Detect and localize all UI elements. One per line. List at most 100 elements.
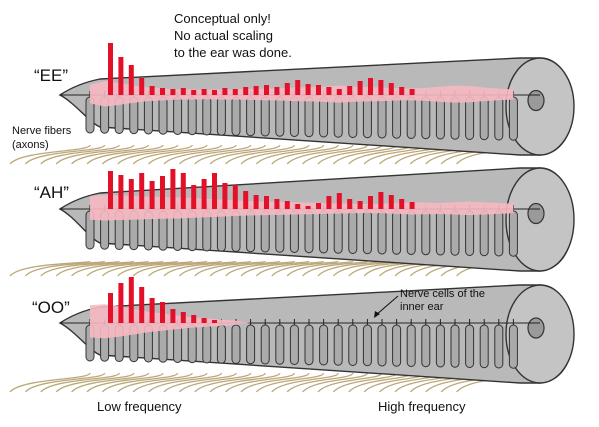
nerve-fibers-label: Nerve fibers (axons): [12, 125, 72, 151]
nerve-fiber: [240, 260, 310, 277]
nerve-fiber: [302, 372, 369, 393]
nerve-fiber: [24, 372, 106, 393]
nerve-cell: [465, 324, 475, 368]
nerve-fiber: [101, 260, 179, 277]
spectrum-bar: [336, 193, 342, 209]
round-window: [527, 202, 545, 225]
nerve-fiber: [86, 144, 164, 165]
spectrum-bar: [108, 293, 113, 323]
spectrum-bar: [253, 195, 259, 209]
nerve-cell: [289, 96, 299, 137]
spectrum-bar: [305, 206, 311, 209]
spectrum-bar: [284, 83, 290, 95]
nerve-fibers-ee: [9, 144, 515, 165]
nerve-cell: [319, 96, 329, 138]
panel-ee: [9, 43, 575, 165]
spectrum-bar: [118, 175, 124, 209]
nerve-cell: [479, 96, 489, 141]
spectrum-bar: [357, 81, 363, 95]
spectrum-bar: [180, 173, 186, 209]
nerve-cells-line-1: Nerve cells of the: [400, 288, 485, 300]
nerve-cell: [173, 96, 183, 135]
nerve-fiber: [86, 260, 164, 277]
nerve-cell: [216, 324, 226, 364]
nerve-cell: [216, 210, 226, 252]
nerve-cell: [275, 324, 285, 365]
caption-line-2: No actual scaling: [174, 28, 273, 43]
spectrum-bar: [160, 302, 165, 323]
spectrum-bar: [118, 57, 124, 95]
spectrum-bar: [295, 80, 301, 95]
spectrum-bar: [160, 176, 165, 209]
spectrum-bar: [274, 199, 280, 209]
nerve-cell: [289, 324, 299, 365]
nerve-fiber: [132, 144, 208, 165]
nerve-fiber: [225, 144, 296, 165]
nerve-cell: [435, 210, 445, 256]
spectrum-bar: [316, 85, 321, 95]
nerve-cell: [508, 210, 518, 257]
nerve-cell: [450, 324, 460, 368]
nerve-fiber: [225, 260, 296, 277]
nerve-cell: [143, 96, 153, 135]
nerve-fibers-line-1: Nerve fibers: [12, 125, 72, 137]
nerve-cell: [392, 210, 402, 255]
nerve-fiber: [286, 372, 354, 393]
spectrum-bar: [326, 87, 332, 95]
vowel-label-ah: “AH”: [34, 183, 69, 202]
nerve-fiber: [9, 372, 91, 393]
spectrum-bar: [232, 185, 238, 209]
nerve-fiber: [225, 372, 296, 393]
nerve-cell: [231, 210, 241, 252]
nerve-fiber: [148, 144, 223, 165]
nerve-fiber: [271, 372, 339, 393]
caption-line-1: Conceptual only!: [174, 11, 271, 26]
nerve-fiber: [117, 372, 193, 393]
nerve-fibers-line-2: (axons): [12, 139, 49, 151]
nerve-fiber: [163, 260, 237, 277]
nerve-cell: [392, 324, 402, 367]
spectrum-bar: [108, 43, 113, 95]
nerve-cell: [158, 96, 168, 135]
spectrum-bar: [212, 320, 217, 323]
nerve-cell: [289, 210, 299, 253]
nerve-cell: [494, 210, 504, 257]
nerve-cell: [260, 210, 270, 253]
nerve-fiber: [302, 260, 369, 277]
nerve-fiber: [101, 372, 179, 393]
spectrum-bar: [160, 88, 165, 95]
spectrum-bar: [336, 89, 342, 95]
nerve-cell: [304, 324, 314, 366]
nerve-fiber: [209, 260, 281, 277]
nerve-fiber: [240, 372, 310, 393]
nerve-cell: [377, 96, 387, 139]
nerve-cell: [231, 96, 241, 136]
nerve-fiber: [132, 372, 208, 393]
nerve-fiber: [40, 372, 120, 393]
nerve-cells-oo: [85, 319, 518, 369]
nerve-cell: [202, 96, 212, 136]
nerve-cell: [348, 210, 358, 254]
spectrum-bar: [326, 196, 332, 209]
nerve-cell: [362, 210, 372, 255]
nerve-fiber: [117, 144, 193, 165]
nerve-cell: [319, 324, 329, 366]
nerve-fiber: [194, 144, 266, 165]
spectrum-bar: [347, 86, 353, 95]
nerve-fiber: [286, 260, 354, 277]
spectrum-bar: [180, 312, 186, 323]
nerve-fiber: [9, 144, 91, 165]
nerve-cell: [406, 96, 416, 139]
nerve-fiber: [240, 144, 310, 165]
spectrum-bar: [357, 201, 363, 209]
nerve-cell: [421, 324, 431, 368]
spectrum-bar: [212, 90, 217, 95]
nerve-fiber: [55, 260, 135, 277]
spectrum-bar: [378, 80, 384, 95]
spectrum-bar: [409, 202, 415, 209]
nerve-cell: [450, 96, 460, 140]
spectrum-bar: [388, 83, 394, 95]
nerve-cells-arrowhead: [374, 311, 380, 318]
nerve-fiber: [148, 372, 223, 393]
